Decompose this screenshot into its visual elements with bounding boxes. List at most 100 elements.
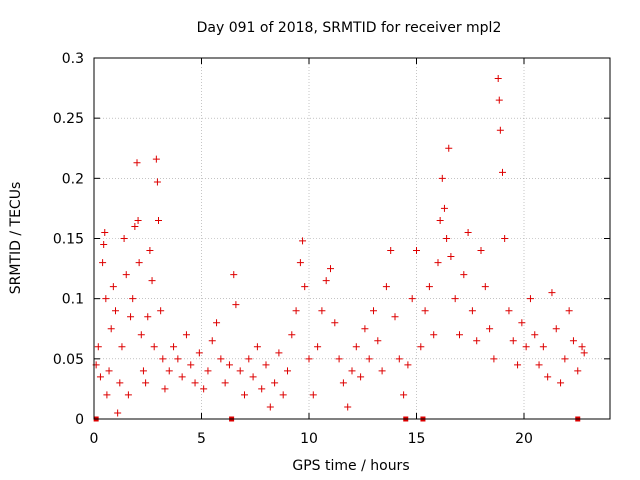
x-tick-label: 15 bbox=[408, 431, 426, 447]
data-point bbox=[348, 367, 356, 375]
data-point bbox=[531, 331, 539, 339]
data-point bbox=[335, 355, 343, 363]
data-point bbox=[438, 174, 446, 182]
data-point bbox=[425, 283, 433, 291]
data-point bbox=[305, 355, 313, 363]
data-point bbox=[288, 331, 296, 339]
data-point bbox=[142, 379, 150, 387]
data-point bbox=[436, 216, 444, 224]
x-tick-label: 5 bbox=[197, 431, 206, 447]
data-point bbox=[127, 313, 135, 321]
data-point bbox=[232, 301, 240, 309]
data-point bbox=[408, 295, 416, 303]
data-point bbox=[94, 343, 102, 351]
data-point bbox=[569, 337, 577, 345]
data-point bbox=[241, 391, 248, 399]
data-point bbox=[387, 247, 395, 255]
data-point bbox=[230, 271, 238, 279]
data-point bbox=[374, 337, 382, 345]
data-point bbox=[148, 277, 156, 285]
data-point bbox=[100, 241, 108, 249]
data-point bbox=[170, 343, 178, 351]
data-point bbox=[105, 367, 113, 375]
data-point bbox=[565, 307, 573, 315]
data-point bbox=[456, 331, 463, 339]
data-point bbox=[253, 343, 261, 351]
data-point bbox=[344, 403, 352, 411]
data-point bbox=[473, 337, 481, 345]
data-point bbox=[505, 307, 513, 315]
data-point bbox=[139, 367, 147, 375]
data-point bbox=[112, 307, 119, 315]
data-point bbox=[159, 355, 167, 363]
data-point bbox=[131, 222, 139, 230]
data-point bbox=[284, 367, 291, 375]
data-point bbox=[481, 283, 489, 291]
data-point bbox=[443, 235, 451, 242]
data-point bbox=[165, 367, 173, 375]
chart-title: Day 091 of 2018, SRMTID for receiver mpl… bbox=[197, 20, 502, 36]
data-point bbox=[120, 235, 128, 242]
data-point bbox=[124, 391, 132, 399]
data-point bbox=[200, 385, 208, 393]
data-point bbox=[135, 259, 143, 267]
x-axis: 0 5 10 15 20 bbox=[90, 58, 533, 447]
x-tick-label: 10 bbox=[300, 431, 318, 447]
data-point bbox=[322, 277, 330, 285]
data-point bbox=[578, 343, 586, 351]
x-axis-label: GPS time / hours bbox=[292, 458, 409, 474]
data-points bbox=[92, 74, 588, 417]
data-point bbox=[490, 355, 498, 363]
data-point bbox=[208, 337, 216, 345]
data-point bbox=[107, 325, 115, 333]
data-point bbox=[271, 379, 279, 387]
data-point bbox=[357, 373, 365, 381]
data-point bbox=[99, 259, 107, 267]
data-point bbox=[370, 307, 377, 315]
data-point bbox=[153, 178, 161, 186]
data-point bbox=[314, 343, 322, 351]
data-point bbox=[155, 216, 162, 224]
data-point bbox=[217, 355, 225, 363]
data-point bbox=[122, 271, 130, 279]
data-point bbox=[146, 247, 154, 255]
data-point bbox=[102, 295, 110, 303]
data-point bbox=[225, 361, 233, 369]
data-point bbox=[464, 228, 472, 236]
data-point bbox=[249, 373, 257, 381]
data-point bbox=[309, 391, 317, 399]
y-tick-label: 0.1 bbox=[62, 292, 84, 308]
data-point bbox=[195, 349, 203, 357]
data-point bbox=[133, 159, 141, 167]
data-point bbox=[221, 379, 229, 387]
data-point bbox=[421, 307, 429, 315]
data-point bbox=[391, 313, 399, 321]
data-point bbox=[413, 247, 420, 255]
y-tick-label: 0 bbox=[75, 412, 84, 428]
data-point bbox=[266, 403, 274, 411]
data-point bbox=[299, 237, 307, 245]
data-point bbox=[395, 355, 403, 363]
data-point bbox=[279, 391, 287, 399]
data-point bbox=[496, 126, 504, 134]
data-point bbox=[544, 373, 552, 381]
data-point bbox=[365, 355, 373, 363]
y-tick-label: 0.2 bbox=[62, 171, 84, 187]
data-point bbox=[430, 331, 438, 339]
data-point bbox=[404, 361, 412, 369]
data-point bbox=[447, 253, 455, 261]
data-point bbox=[144, 313, 152, 321]
data-point bbox=[552, 325, 560, 333]
data-point bbox=[258, 385, 266, 393]
data-point bbox=[580, 349, 588, 357]
data-point bbox=[495, 96, 503, 104]
y-tick-label: 0.25 bbox=[53, 111, 84, 127]
data-point bbox=[440, 204, 448, 212]
data-point bbox=[103, 391, 111, 399]
data-point bbox=[514, 361, 522, 369]
data-point bbox=[339, 379, 347, 387]
data-point bbox=[557, 379, 565, 387]
data-point bbox=[204, 367, 212, 375]
data-point bbox=[152, 155, 160, 163]
data-point bbox=[318, 307, 326, 315]
